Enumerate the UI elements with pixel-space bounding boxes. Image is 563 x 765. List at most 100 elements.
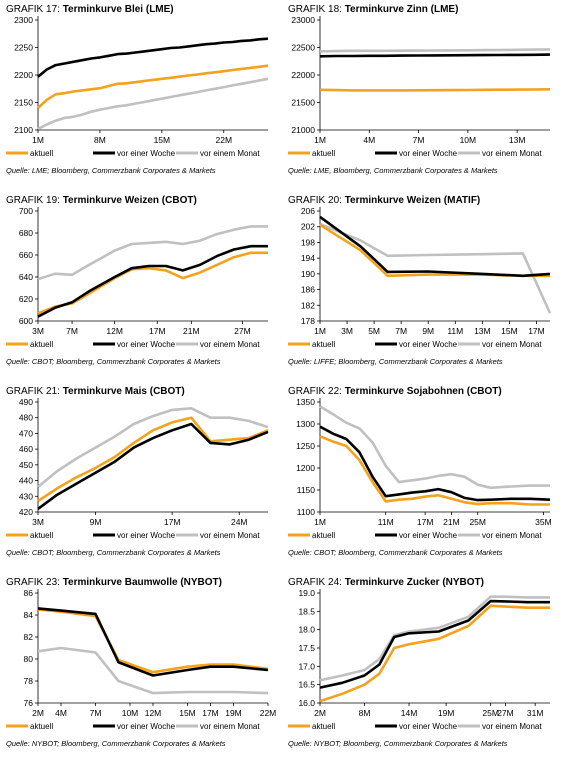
y-tick-label: 430 bbox=[19, 491, 33, 501]
x-tick-label: 7M bbox=[395, 326, 407, 336]
y-tick-label: 19.0 bbox=[298, 588, 315, 598]
y-tick-label: 440 bbox=[19, 476, 33, 486]
series-line-aktuell bbox=[37, 64, 269, 109]
chart-panel-23: GRAFIK 23: Terminkurve Baumwolle (NYBOT)… bbox=[6, 577, 277, 748]
series-line-vor-einem-monat bbox=[37, 225, 268, 281]
y-tick-label: 640 bbox=[19, 272, 33, 282]
y-tick-label: 16.5 bbox=[298, 680, 315, 690]
chart-grafik-number: GRAFIK 21: bbox=[6, 386, 63, 397]
series-line-aktuell bbox=[319, 223, 550, 278]
chart-title: GRAFIK 23: Terminkurve Baumwolle (NYBOT) bbox=[6, 577, 222, 588]
x-tick-label: 4M bbox=[363, 135, 375, 145]
x-tick-label: 19M bbox=[438, 708, 455, 718]
chart-grafik-number: GRAFIK 17: bbox=[6, 4, 63, 15]
x-tick-label: 14M bbox=[401, 708, 418, 718]
x-tick-label: 13M bbox=[509, 135, 526, 145]
y-tick-label: 198 bbox=[301, 237, 315, 247]
y-tick-label: 600 bbox=[19, 316, 33, 326]
legend-label: vor einem Monat bbox=[200, 149, 260, 158]
x-tick-label: 22M bbox=[215, 135, 232, 145]
x-tick-label: 25M bbox=[469, 517, 486, 527]
y-tick-label: 1250 bbox=[296, 441, 315, 451]
x-tick-label: 15M bbox=[154, 135, 171, 145]
y-tick-label: 480 bbox=[19, 413, 33, 423]
chart-panel-21: GRAFIK 21: Terminkurve Mais (CBOT) 420 430… bbox=[6, 386, 269, 557]
x-tick-label: 21M bbox=[443, 517, 460, 527]
y-tick-label: 206 bbox=[301, 206, 315, 216]
y-tick-label: 202 bbox=[301, 222, 315, 232]
chart-title-text: Terminkurve Zinn (LME) bbox=[345, 4, 459, 15]
x-tick-label: 19M bbox=[225, 708, 242, 718]
x-tick-label: 1M bbox=[314, 517, 326, 527]
series-line-vor-einem-monat bbox=[319, 222, 552, 314]
y-tick-label: 420 bbox=[19, 507, 33, 517]
series-line-aktuell bbox=[319, 435, 550, 506]
x-tick-label: 27M bbox=[234, 326, 251, 336]
legend-label: aktuell bbox=[30, 722, 53, 731]
x-tick-label: 8M bbox=[359, 708, 371, 718]
legend-label: aktuell bbox=[30, 149, 53, 158]
x-tick-label: 22M bbox=[260, 708, 277, 718]
y-tick-label: 2150 bbox=[14, 98, 33, 108]
legend-item: vor einem Monat bbox=[458, 149, 542, 158]
x-tick-label: 15M bbox=[501, 326, 518, 336]
legend-item: vor einer Woche bbox=[93, 340, 176, 349]
chart-panel-24: GRAFIK 24: Terminkurve Zucker (NYBOT) 16.… bbox=[288, 577, 550, 748]
legend-label: vor einer Woche bbox=[117, 149, 176, 158]
legend-label: vor einer Woche bbox=[117, 340, 176, 349]
y-tick-label: 194 bbox=[301, 253, 315, 263]
y-tick-label: 450 bbox=[19, 460, 33, 470]
x-tick-label: 12M bbox=[145, 708, 162, 718]
x-tick-label: 11M bbox=[378, 517, 394, 527]
x-tick-label: 3M bbox=[341, 326, 353, 336]
y-tick-label: 18.0 bbox=[298, 625, 315, 635]
y-tick-label: 1100 bbox=[297, 507, 316, 517]
series-line-vor-einem-monat bbox=[37, 77, 269, 131]
y-tick-label: 2100 bbox=[14, 125, 33, 135]
x-tick-label: 9M bbox=[90, 517, 102, 527]
y-tick-label: 470 bbox=[19, 428, 33, 438]
y-tick-label: 2300 bbox=[14, 15, 33, 25]
legend-item: vor einem Monat bbox=[458, 531, 542, 540]
chart-title-text: Terminkurve Weizen (CBOT) bbox=[63, 195, 197, 206]
legend-item: aktuell bbox=[6, 531, 53, 540]
series-line-aktuell bbox=[319, 604, 550, 703]
x-tick-label: 3M bbox=[32, 517, 44, 527]
y-tick-label: 80 bbox=[24, 654, 34, 664]
y-tick-label: 1150 bbox=[297, 485, 316, 495]
x-tick-label: 1M bbox=[314, 326, 326, 336]
chart-title: GRAFIK 18: Terminkurve Zinn (LME) bbox=[288, 4, 458, 15]
series-line-aktuell bbox=[319, 88, 551, 92]
legend-item: aktuell bbox=[288, 722, 335, 731]
legend-label: vor einem Monat bbox=[200, 722, 260, 731]
chart-title-text: Terminkurve Weizen (MATIF) bbox=[345, 195, 481, 206]
x-tick-label: 7M bbox=[66, 326, 78, 336]
x-tick-label: 17M bbox=[202, 708, 219, 718]
series-line-vor-einem-monat bbox=[319, 595, 550, 682]
chart-source: Quelle: LME, Bloomberg, Commerzbank Corp… bbox=[288, 166, 498, 175]
y-tick-label: 76 bbox=[24, 698, 34, 708]
legend-label: aktuell bbox=[312, 340, 335, 349]
series-line-vor-einer-woche bbox=[37, 422, 269, 510]
x-tick-label: 8M bbox=[94, 135, 106, 145]
x-tick-label: 5M bbox=[368, 326, 380, 336]
legend-label: vor einem Monat bbox=[482, 340, 542, 349]
legend-item: vor einer Woche bbox=[93, 149, 176, 158]
legend-item: vor einem Monat bbox=[176, 722, 260, 731]
legend-item: vor einer Woche bbox=[375, 340, 458, 349]
x-tick-label: 4M bbox=[55, 708, 67, 718]
legend-item: aktuell bbox=[288, 149, 335, 158]
chart-grafik-number: GRAFIK 22: bbox=[288, 386, 345, 397]
y-tick-label: 1350 bbox=[296, 397, 315, 407]
chart-title: GRAFIK 24: Terminkurve Zucker (NYBOT) bbox=[288, 577, 484, 588]
series-line-vor-einem-monat bbox=[37, 406, 269, 488]
chart-grafik-number: GRAFIK 23: bbox=[6, 577, 63, 588]
chart-grafik-number: GRAFIK 24: bbox=[288, 577, 345, 588]
y-tick-label: 1200 bbox=[296, 463, 315, 473]
chart-grafik-number: GRAFIK 18: bbox=[288, 4, 345, 15]
x-tick-label: 2M bbox=[32, 708, 44, 718]
series-line-aktuell bbox=[37, 251, 268, 315]
y-tick-label: 21000 bbox=[291, 125, 315, 135]
chart-source: Quelle: LIFFE; Bloomberg, Commerzbank Co… bbox=[288, 357, 503, 366]
